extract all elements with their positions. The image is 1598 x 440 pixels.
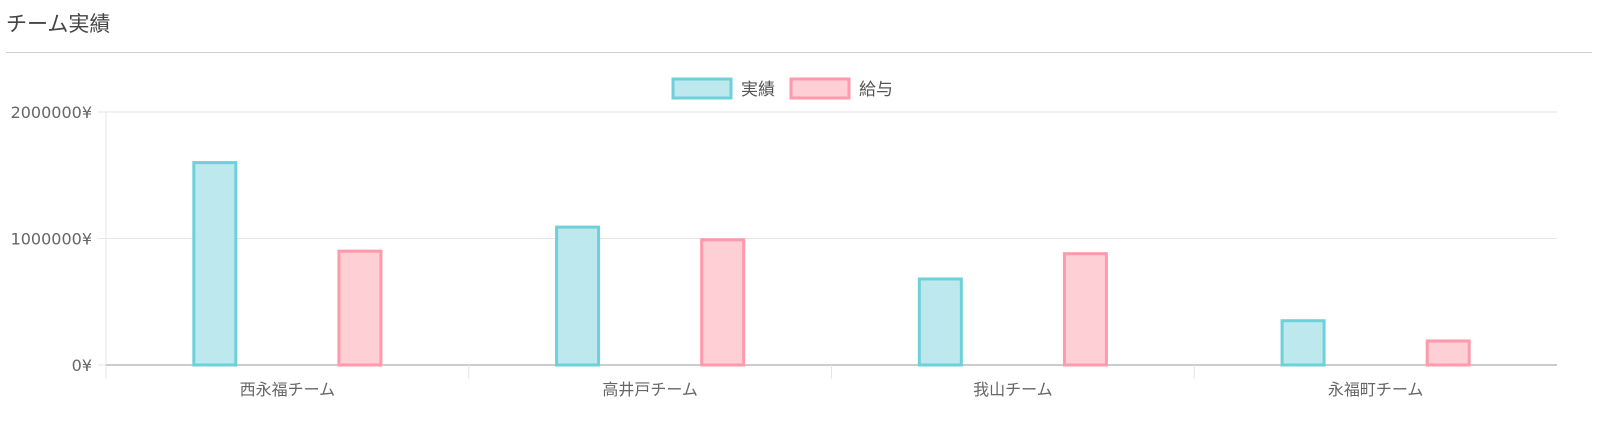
bar-series1	[192, 161, 238, 367]
bar-series1	[1280, 319, 1326, 367]
x-category-label: 我山チーム	[973, 380, 1053, 399]
y-tick-label: 2000000¥	[11, 103, 92, 122]
legend-label: 給与	[859, 80, 893, 100]
page-header: チーム実績	[0, 0, 1598, 54]
y-tick-label: 0¥	[72, 356, 92, 375]
legend-swatch	[671, 77, 733, 100]
page-title: チーム実績	[6, 12, 111, 36]
header-divider	[6, 52, 1592, 53]
y-tick-label: 1000000¥	[11, 230, 92, 249]
bar-series2	[700, 238, 746, 367]
bar-series2	[1062, 252, 1108, 367]
bar-series1	[555, 225, 601, 367]
legend-swatch	[789, 77, 851, 100]
bar-series1	[917, 277, 963, 367]
bar-series2	[337, 249, 383, 367]
x-category-label: 高井戸チーム	[602, 380, 698, 399]
x-category-label: 西永福チーム	[240, 380, 336, 399]
legend-label: 実績	[741, 80, 775, 100]
bar-series2	[1425, 339, 1471, 367]
x-category-label: 永福町チーム	[1328, 380, 1424, 399]
